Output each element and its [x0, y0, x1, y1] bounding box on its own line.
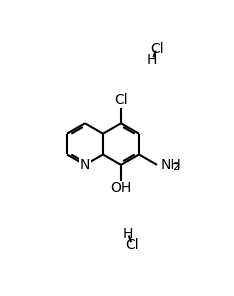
Text: Cl: Cl — [150, 42, 164, 56]
Text: H: H — [147, 53, 157, 67]
Text: N: N — [80, 158, 90, 172]
Text: OH: OH — [110, 181, 132, 195]
Text: NH: NH — [161, 158, 182, 172]
Text: Cl: Cl — [125, 238, 139, 252]
Text: H: H — [122, 227, 133, 241]
Text: 2: 2 — [172, 162, 179, 172]
Text: Cl: Cl — [114, 93, 128, 107]
